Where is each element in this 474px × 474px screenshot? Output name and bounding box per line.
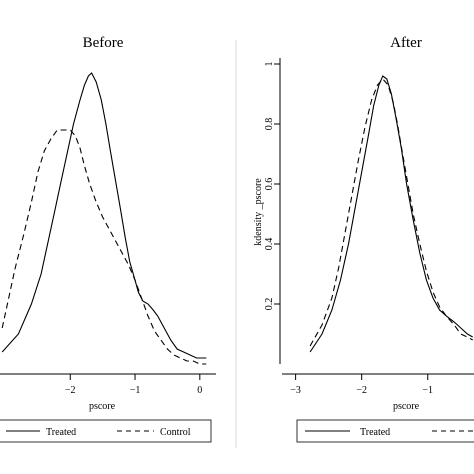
x-tick-label: −2 [356, 385, 367, 396]
series-treated-curve [1, 72, 207, 359]
after-x-axis-title: pscore [393, 401, 420, 412]
before-legend-treated-label: Treated [46, 427, 76, 438]
series-control-curve [309, 78, 473, 347]
after-legend-treated-label: Treated [360, 427, 390, 438]
after-x-ticks: −3 −2 −1 [290, 374, 433, 396]
after-y-axis-title: kdensity _pscore [253, 178, 264, 246]
before-curves [1, 72, 207, 365]
before-panel-title: Before [83, 35, 124, 51]
after-legend-box [296, 419, 474, 443]
after-curves [309, 75, 473, 353]
y-tick-label: 0.4 [264, 238, 275, 251]
before-x-ticks: −2 −1 0 [65, 374, 202, 396]
series-control-curve [1, 129, 207, 365]
before-panel: Before −2 −1 0 pscore Treated Control [0, 35, 216, 443]
after-panel-title: After [390, 35, 422, 51]
before-legend-control-label: Control [160, 427, 191, 438]
x-tick-label: 0 [197, 385, 202, 396]
x-tick-label: −1 [130, 385, 141, 396]
y-tick-label: 1 [264, 62, 275, 67]
after-y-ticks: 0.2 0.4 0.6 0.8 1 [264, 62, 280, 311]
after-panel: After 0.2 0.4 0.6 0.8 1 −3 −2 −1 kdensity _psc… [253, 35, 474, 443]
y-tick-label: 0.6 [264, 178, 275, 191]
x-tick-label: −2 [65, 385, 76, 396]
before-legend-box [0, 419, 212, 443]
x-tick-label: −3 [290, 385, 301, 396]
before-x-axis-title: pscore [89, 401, 116, 412]
y-tick-label: 0.8 [264, 118, 275, 131]
series-treated-curve [309, 75, 473, 353]
x-tick-label: −1 [422, 385, 433, 396]
y-tick-label: 0.2 [264, 298, 275, 311]
before-legend: Treated Control [0, 419, 212, 443]
after-legend: Treated [296, 419, 474, 443]
